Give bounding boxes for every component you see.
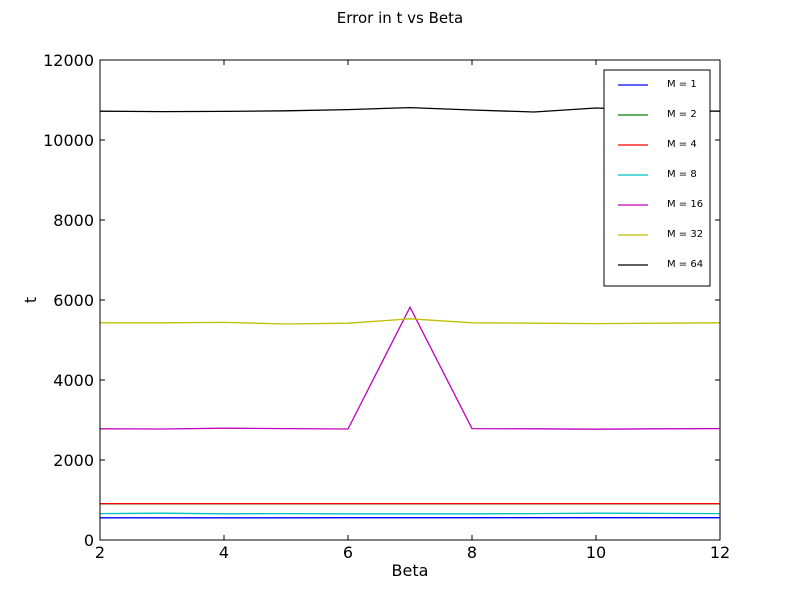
x-tick-label: 8 [467,543,477,562]
series-line-m-32 [100,318,721,325]
x-tick-label: 6 [343,543,353,562]
legend-box [603,69,711,287]
y-tick-label: 2000 [53,451,94,470]
x-axis-label: Beta [392,561,429,580]
x-tick-label: 10 [586,543,606,562]
legend-label: M = 32 [667,229,703,240]
x-tick-label: 4 [219,543,229,562]
legend-label: M = 1 [667,79,697,90]
legend-label: M = 64 [667,259,703,270]
y-tick-label: 0 [84,531,94,550]
x-tick-label: 2 [95,543,105,562]
plot-frame [99,59,721,541]
series-line-m-16 [99,305,721,430]
series-line-m-8 [99,512,721,515]
x-tick-label: 12 [710,543,730,562]
y-tick-label: 8000 [53,211,94,230]
legend-label: M = 16 [667,199,703,210]
y-tick-label: 10000 [43,131,94,150]
legend: M = 1 M = 2 M = 4 M = 8 M = 16 M = 32 M = 64 [603,69,711,287]
chart-title: Error in t vs Beta [337,9,463,27]
y-tick-label: 6000 [53,291,94,310]
legend-label: M = 8 [667,169,697,180]
y-axis-label: t [21,297,40,303]
legend-label: M = 2 [667,109,697,120]
y-tick-label: 12000 [43,51,94,70]
series-layer [99,106,721,519]
y-tick-label: 4000 [53,371,94,390]
ticks-layer: 2 4 6 8 10 12 0 2000 4000 6000 8000 10000 12000 [43,51,730,562]
legend-label: M = 4 [667,139,697,150]
